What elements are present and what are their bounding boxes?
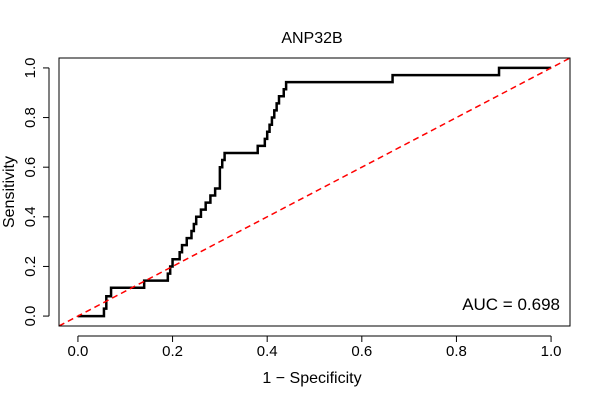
x-tick-label: 0.0 — [67, 343, 88, 360]
x-tick-label: 0.8 — [446, 343, 467, 360]
roc-curve-line — [77, 66, 552, 318]
reference-diagonal-line — [59, 58, 570, 326]
x-tick-label: 1.0 — [541, 343, 562, 360]
plot-frame — [58, 57, 571, 327]
x-tick-label: 0.6 — [351, 343, 372, 360]
x-axis-label: 1 − Specificity — [262, 370, 361, 387]
y-tick-label: 0.2 — [22, 256, 39, 277]
auc-annotation: AUC = 0.698 — [462, 295, 560, 314]
y-axis-label: Sensitivity — [1, 156, 18, 228]
y-tick-label: 0.8 — [22, 107, 39, 128]
y-tick-label: 0.4 — [22, 206, 39, 227]
y-tick-label: 1.0 — [22, 57, 39, 78]
x-tick-label: 0.2 — [162, 343, 183, 360]
y-tick-label: 0.0 — [22, 306, 39, 327]
chart-title: ANP32B — [281, 30, 342, 47]
y-tick-label: 0.6 — [22, 157, 39, 178]
x-tick-label: 0.4 — [257, 343, 278, 360]
